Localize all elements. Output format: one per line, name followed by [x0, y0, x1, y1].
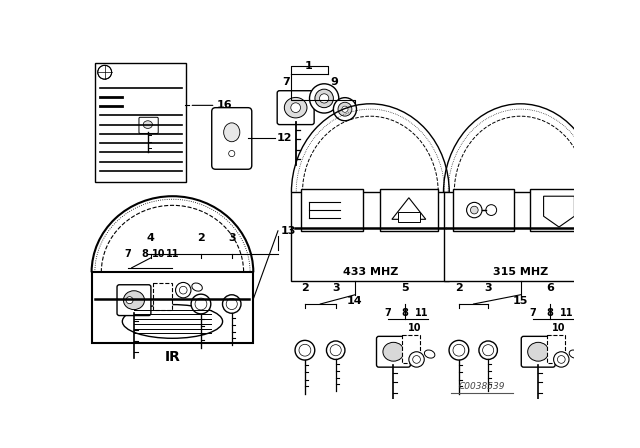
Bar	[92, 272, 253, 343]
Bar	[291, 192, 449, 281]
Circle shape	[330, 345, 341, 356]
Text: 8: 8	[401, 308, 408, 318]
Text: 6: 6	[546, 283, 554, 293]
Circle shape	[483, 345, 493, 356]
FancyBboxPatch shape	[139, 117, 158, 134]
Text: 15: 15	[513, 296, 528, 306]
Circle shape	[554, 352, 569, 367]
Circle shape	[479, 341, 497, 359]
FancyBboxPatch shape	[117, 285, 151, 315]
Text: 16: 16	[217, 100, 233, 110]
Text: 14: 14	[347, 296, 363, 306]
Circle shape	[179, 286, 187, 294]
Circle shape	[467, 202, 482, 218]
Circle shape	[228, 151, 235, 157]
Ellipse shape	[284, 97, 307, 118]
Circle shape	[409, 352, 424, 367]
Circle shape	[98, 65, 111, 79]
Ellipse shape	[122, 305, 223, 338]
Text: 3: 3	[484, 283, 492, 293]
Text: 4: 4	[147, 233, 155, 243]
Text: 433 MHZ: 433 MHZ	[342, 267, 398, 277]
Text: 315 MHZ: 315 MHZ	[493, 267, 548, 277]
Circle shape	[315, 89, 333, 108]
Ellipse shape	[527, 342, 548, 361]
Circle shape	[295, 340, 315, 360]
Text: 7: 7	[124, 249, 131, 258]
Circle shape	[333, 98, 356, 121]
Ellipse shape	[192, 283, 202, 291]
FancyBboxPatch shape	[521, 336, 555, 367]
Circle shape	[226, 298, 237, 310]
Circle shape	[486, 205, 497, 215]
Text: 10: 10	[552, 323, 566, 333]
Circle shape	[557, 356, 565, 363]
Text: 11: 11	[415, 308, 429, 318]
Text: 2: 2	[197, 233, 205, 243]
Bar	[95, 63, 186, 182]
Circle shape	[299, 345, 311, 356]
Circle shape	[175, 282, 191, 298]
Text: C0038539: C0038539	[459, 382, 505, 391]
Circle shape	[291, 103, 301, 112]
Text: 7: 7	[385, 308, 392, 318]
Ellipse shape	[124, 291, 145, 310]
Bar	[530, 189, 588, 231]
Circle shape	[310, 84, 339, 113]
Bar	[380, 189, 438, 231]
Text: 2: 2	[455, 283, 463, 293]
Circle shape	[342, 106, 348, 112]
Bar	[402, 335, 420, 362]
Text: 12: 12	[276, 134, 292, 143]
Ellipse shape	[569, 350, 580, 358]
Text: 3: 3	[228, 233, 236, 243]
Bar	[301, 189, 363, 231]
Text: 1: 1	[305, 61, 312, 72]
Text: IR: IR	[164, 350, 180, 364]
Text: 9: 9	[330, 77, 338, 87]
FancyBboxPatch shape	[376, 336, 410, 367]
Bar	[398, 211, 420, 222]
Circle shape	[326, 341, 345, 359]
Text: 7: 7	[282, 77, 289, 87]
Text: 7: 7	[529, 308, 536, 318]
Circle shape	[453, 345, 465, 356]
Circle shape	[470, 206, 478, 214]
Text: 2: 2	[301, 283, 308, 293]
Text: 5: 5	[401, 283, 409, 293]
Text: 10: 10	[152, 249, 165, 258]
Text: 11: 11	[560, 308, 573, 318]
Text: 10: 10	[408, 323, 421, 333]
Text: 8: 8	[141, 249, 148, 258]
Circle shape	[195, 298, 207, 310]
Circle shape	[449, 340, 468, 360]
FancyBboxPatch shape	[212, 108, 252, 169]
Circle shape	[191, 294, 211, 314]
Circle shape	[223, 295, 241, 313]
Circle shape	[413, 356, 420, 363]
Ellipse shape	[424, 350, 435, 358]
Ellipse shape	[143, 121, 152, 129]
Circle shape	[126, 297, 133, 304]
Bar	[452, 189, 515, 231]
Ellipse shape	[383, 342, 404, 361]
Text: 13: 13	[280, 226, 296, 236]
FancyBboxPatch shape	[277, 90, 314, 125]
Ellipse shape	[223, 123, 240, 142]
Text: 11: 11	[166, 249, 179, 258]
Bar	[444, 192, 598, 281]
Circle shape	[338, 102, 352, 116]
Text: 8: 8	[547, 308, 553, 318]
Bar	[547, 335, 565, 362]
Bar	[153, 283, 172, 310]
Circle shape	[319, 94, 329, 103]
Text: 3: 3	[332, 283, 339, 293]
